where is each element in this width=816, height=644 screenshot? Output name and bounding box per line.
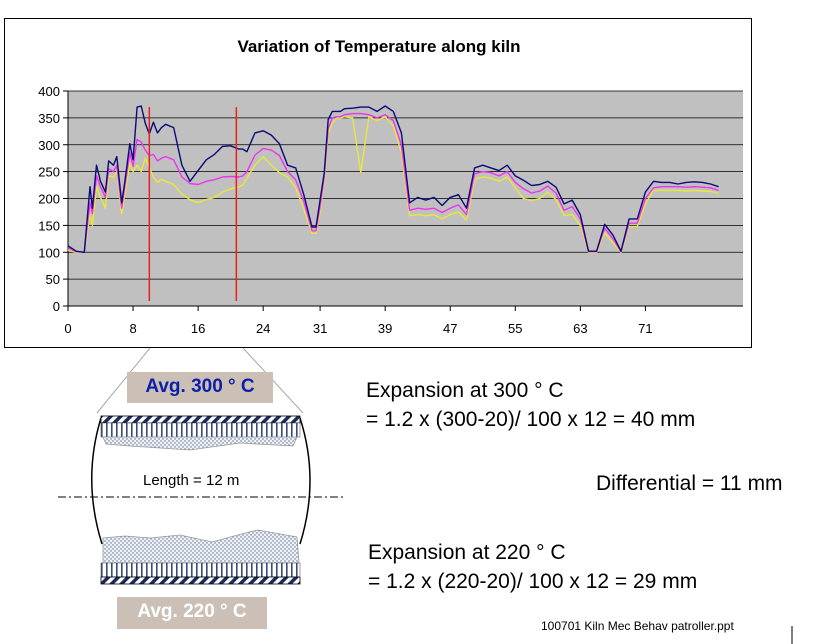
x-tick-label: 8 [129, 321, 136, 336]
temperature-chart: Variation of Temperature along kiln 0 50 1… [4, 18, 752, 348]
bottom-shell-band [100, 576, 301, 585]
x-tick-label: 63 [573, 321, 587, 336]
chart-canvas: Variation of Temperature along kiln 0 50 1… [38, 37, 743, 336]
y-tick-label: 400 [38, 84, 60, 99]
x-tick-label: 47 [443, 321, 457, 336]
shell-right-edge [299, 417, 311, 545]
x-tick-label: 55 [508, 321, 522, 336]
expansion-300-title: Expansion at 300 ° C [366, 379, 564, 402]
series-line-0 [67, 105, 719, 254]
y-tick-label: 100 [38, 245, 60, 260]
x-tick-label: 0 [64, 321, 71, 336]
x-tick-label: 39 [378, 321, 392, 336]
y-tick-label: 0 [53, 299, 60, 314]
x-tick-label: 31 [313, 321, 327, 336]
bottom-coating [102, 529, 300, 564]
length-label: Length = 12 m [140, 472, 243, 489]
shell-left-edge [91, 417, 103, 545]
differential-label: Differential = 11 mm [596, 472, 783, 495]
top-lining-bricks [100, 422, 301, 438]
avg-220-badge: Avg. 220 ° C [117, 597, 267, 629]
x-tick-label: 71 [638, 321, 652, 336]
expansion-220-formula: = 1.2 x (220-20)/ 100 x 12 = 29 mm [368, 570, 698, 593]
y-tick-label: 350 [38, 111, 60, 126]
x-tick-label: 24 [256, 321, 270, 336]
top-shell-band [100, 415, 301, 424]
chart-title: Variation of Temperature along kiln [237, 37, 520, 56]
avg-300-badge: Avg. 300 ° C [127, 372, 273, 403]
expansion-300-formula: = 1.2 x (300-20)/ 100 x 12 = 40 mm [366, 408, 696, 431]
y-tick-label: 50 [46, 272, 60, 287]
y-tick-label: 250 [38, 165, 60, 180]
y-tick-label: 300 [38, 138, 60, 153]
y-tick-label: 150 [38, 218, 60, 233]
top-coating [102, 436, 298, 451]
x-tick-label: 16 [191, 321, 205, 336]
bottom-lining-bricks [100, 562, 301, 578]
y-tick-label: 200 [38, 192, 60, 207]
expansion-220-title: Expansion at 220 ° C [368, 541, 566, 564]
footer-filename: 100701 Kiln Mec Behav patroller.ppt [541, 619, 734, 633]
